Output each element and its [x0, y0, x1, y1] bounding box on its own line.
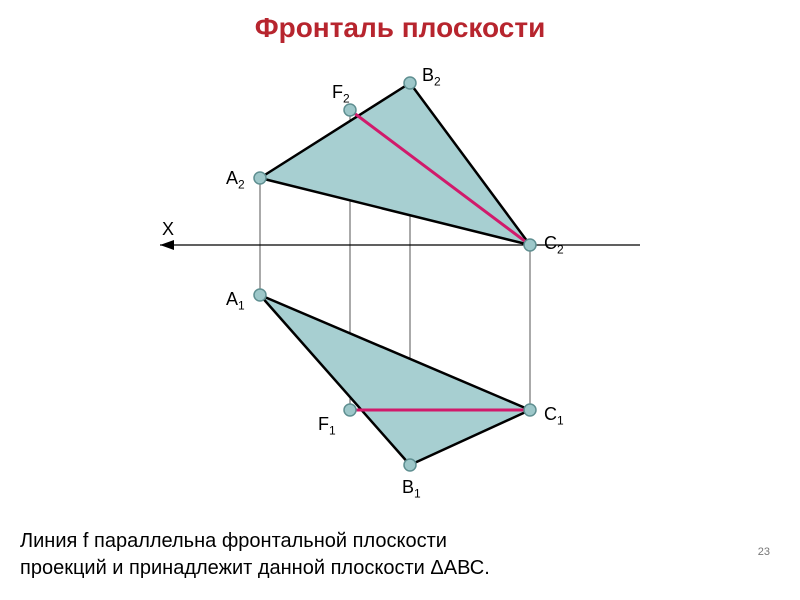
label-a2: A2 [226, 168, 245, 192]
label-f2: F2 [332, 82, 350, 106]
label-c1: C1 [544, 404, 564, 428]
caption-line-1: Линия f параллельна фронтальной плоскост… [20, 530, 447, 552]
page-number: 23 [758, 546, 770, 558]
label-x-axis: X [162, 219, 174, 240]
label-c2: C2 [544, 233, 564, 257]
caption-text: Линия f параллельна фронтальной плоскост… [20, 528, 780, 582]
diagram-svg [0, 0, 800, 540]
label-b1: B1 [402, 477, 421, 501]
label-b2: B2 [422, 65, 441, 89]
caption-line-2: проекций и принадлежит данной плоскости … [20, 557, 490, 579]
label-a1: A1 [226, 289, 245, 313]
label-f1: F1 [318, 414, 336, 438]
